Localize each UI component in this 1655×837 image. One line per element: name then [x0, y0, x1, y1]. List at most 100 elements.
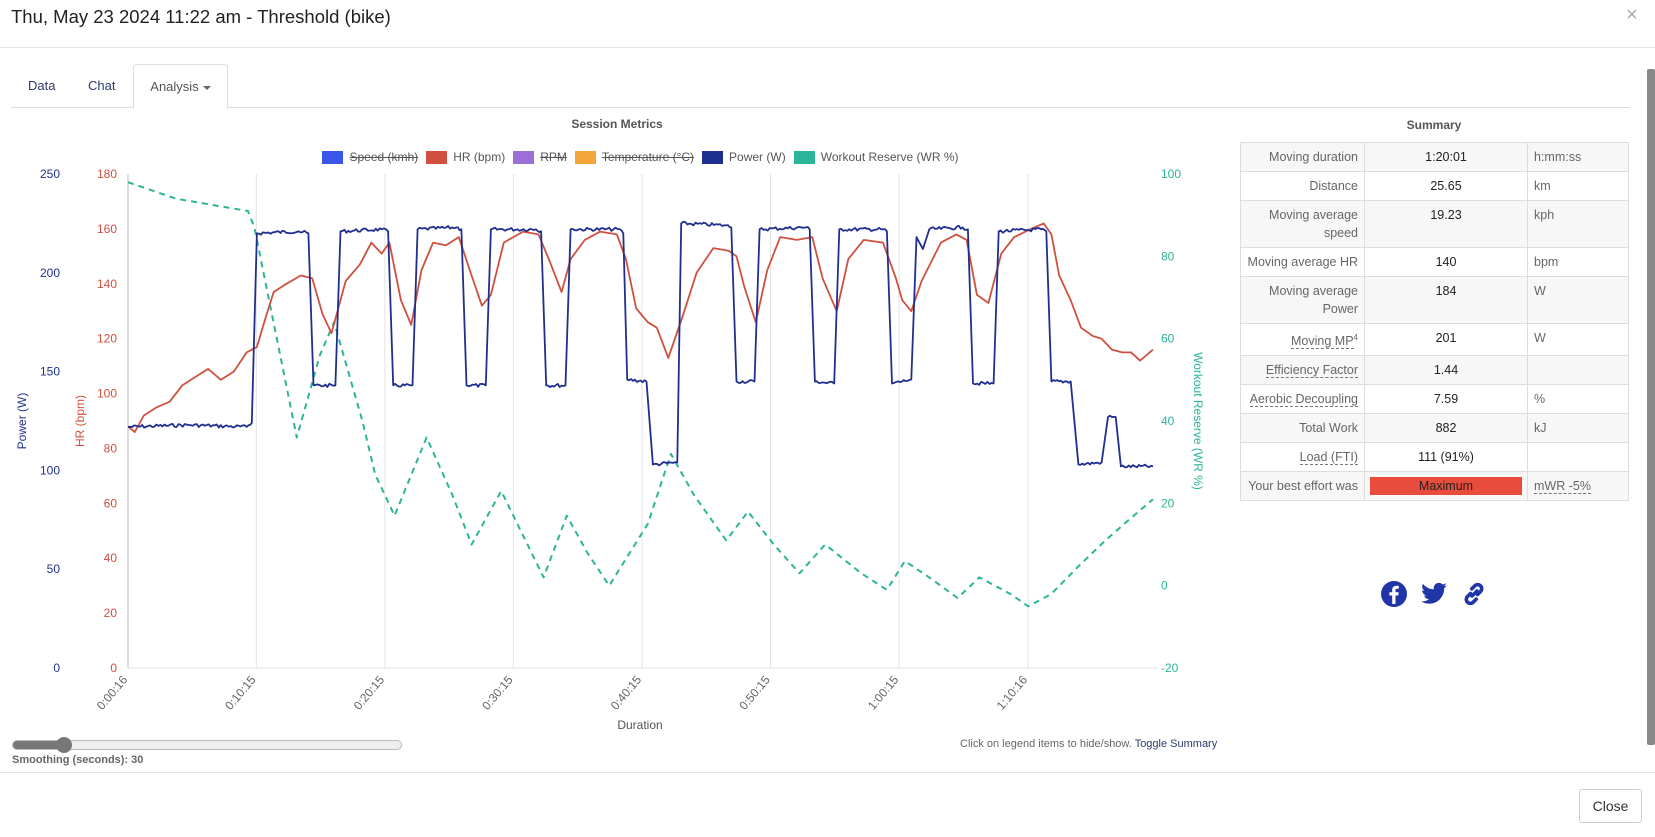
smoothing-slider[interactable] [12, 737, 402, 753]
wr-tick-label: 0 [1161, 579, 1168, 593]
hr-tick-label: 120 [97, 332, 117, 346]
summary-row: Your best effort was Maximum mWR -5% [1240, 471, 1629, 502]
legend-swatch [426, 150, 448, 164]
summary-label-cell: Moving duration [1240, 142, 1365, 172]
legend-item[interactable]: Workout Reserve (WR %) [793, 150, 959, 164]
close-button[interactable]: Close [1579, 789, 1642, 823]
summary-value: 201 [1435, 331, 1457, 345]
series-line-wr [127, 181, 1154, 608]
x-tick-label: 0:50:15 [736, 673, 773, 713]
tab-data[interactable]: Data [28, 78, 56, 93]
wr-tick-label: -20 [1161, 661, 1179, 675]
summary-label-cell: Load (FTI) [1240, 442, 1365, 473]
hr-tick-label: 100 [97, 387, 117, 401]
summary-table: Moving duration 1:20:01 h:mm:ss Distance 25.… [1240, 142, 1629, 502]
legend-label: Temperature (°C) [601, 150, 695, 164]
summary-unit-cell: W [1527, 322, 1629, 357]
wr-tick-label: 40 [1161, 414, 1175, 428]
wr-tick-label: 80 [1161, 249, 1175, 263]
chart-legend: Speed (kmh) HR (bpm) RPM Temperature (°C) Po… [128, 150, 1153, 164]
hr-tick-label: 80 [104, 441, 118, 455]
link-icon[interactable] [1460, 580, 1488, 608]
legend-swatch [702, 150, 724, 164]
summary-value: 1:20:01 [1425, 150, 1467, 164]
legend-label: Power (W) [729, 150, 786, 164]
power-tick-label: 200 [40, 266, 60, 280]
summary-label[interactable]: Load (FTI) [1299, 450, 1358, 466]
scrollbar[interactable] [1647, 55, 1655, 767]
chart-title: Session Metrics [571, 117, 663, 131]
summary-unit-cell: km [1527, 171, 1629, 201]
summary-value-cell: Maximum [1364, 471, 1528, 502]
summary-unit-cell: kJ [1527, 413, 1629, 444]
summary-unit-cell: bpm [1527, 247, 1629, 277]
hr-tick-label: 40 [104, 551, 118, 565]
series-line-hr [127, 222, 1154, 433]
tab-analysis[interactable]: Analysis [133, 64, 228, 109]
legend-swatch [793, 150, 815, 164]
summary-value-cell: 1:20:01 [1364, 142, 1528, 172]
close-icon[interactable]: × [1626, 4, 1638, 26]
smoothing-slider-handle[interactable] [55, 737, 72, 753]
caret-down-icon [202, 85, 211, 90]
summary-row: Moving duration 1:20:01 h:mm:ss [1240, 142, 1629, 172]
summary-label: Moving average HR [1247, 255, 1358, 269]
legend-item[interactable]: HR (bpm) [426, 150, 505, 164]
summary-label-cell: Aerobic Decoupling [1240, 384, 1365, 415]
hr-tick-label: 160 [97, 222, 117, 236]
summary-unit-cell: kph [1527, 200, 1629, 248]
summary-unit-cell [1527, 442, 1629, 473]
effort-badge: Maximum [1370, 477, 1522, 496]
summary-label[interactable]: Aerobic Decoupling [1249, 392, 1358, 408]
summary-row: Load (FTI) 111 (91%) [1240, 442, 1629, 473]
summary-label: Total Work [1299, 421, 1358, 436]
hr-tick-label: 140 [97, 277, 117, 291]
summary-row: Moving average speed 19.23 kph [1240, 200, 1629, 248]
summary-unit-cell: % [1527, 384, 1629, 415]
summary-value-cell: 111 (91%) [1364, 442, 1528, 473]
summary-unit[interactable]: mWR -5% [1534, 479, 1591, 495]
summary-value: 882 [1435, 421, 1457, 436]
legend-label: Speed (kmh) [349, 150, 419, 164]
summary-unit-cell: mWR -5% [1527, 471, 1629, 502]
summary-label: Moving average Power [1269, 284, 1358, 316]
legend-hint-text: Click on legend items to hide/show. [960, 738, 1132, 750]
summary-row: Aerobic Decoupling 7.59% [1240, 384, 1629, 415]
scrollbar-thumb[interactable] [1647, 69, 1655, 745]
summary-label[interactable]: Efficiency Factor [1265, 363, 1358, 379]
summary-label-cell: Your best effort was [1240, 471, 1365, 502]
tab-chat[interactable]: Chat [88, 78, 116, 93]
legend-item[interactable]: Power (W) [702, 150, 786, 164]
summary-value: 19.23 [1430, 208, 1462, 222]
modal-title: Thu, May 23 2024 11:22 am - Threshold (b… [11, 6, 391, 27]
x-tick-label: 0:10:15 [222, 673, 259, 713]
summary-label-cell: Efficiency Factor [1240, 355, 1365, 386]
hr-tick-label: 60 [104, 496, 118, 510]
power-tick-label: 50 [47, 562, 61, 576]
legend-item[interactable]: Temperature (°C) [574, 150, 695, 164]
summary-value-cell: 201 [1364, 322, 1528, 357]
legend-item[interactable]: Speed (kmh) [322, 150, 418, 164]
summary-value: 111 (91%) [1418, 450, 1474, 465]
summary-unit: kph [1534, 208, 1555, 222]
summary-label[interactable]: Moving MP [1291, 334, 1354, 350]
summary-unit-cell: W [1527, 276, 1629, 324]
facebook-icon[interactable] [1380, 580, 1408, 608]
footer-divider [0, 772, 1655, 773]
x-tick-label: 1:10:16 [994, 673, 1031, 713]
x-axis-title: Duration [617, 718, 663, 732]
summary-unit: % [1534, 392, 1546, 407]
twitter-icon[interactable] [1420, 580, 1448, 608]
summary-label-cell: Distance [1240, 171, 1365, 201]
toggle-summary-link[interactable]: Toggle Summary [1134, 738, 1218, 750]
legend-swatch [574, 150, 596, 164]
legend-item[interactable]: RPM [513, 150, 567, 164]
x-tick-label: 0:30:15 [479, 673, 516, 713]
summary-label: Moving average speed [1269, 208, 1358, 240]
summary-unit: h:mm:ss [1534, 150, 1582, 164]
legend-swatch [322, 150, 344, 164]
summary-row: Moving average Power 184 W [1240, 276, 1629, 324]
summary-row: Efficiency Factor 1.44 [1240, 355, 1629, 386]
summary-value-cell: 19.23 [1364, 200, 1528, 248]
summary-unit: W [1534, 331, 1546, 345]
